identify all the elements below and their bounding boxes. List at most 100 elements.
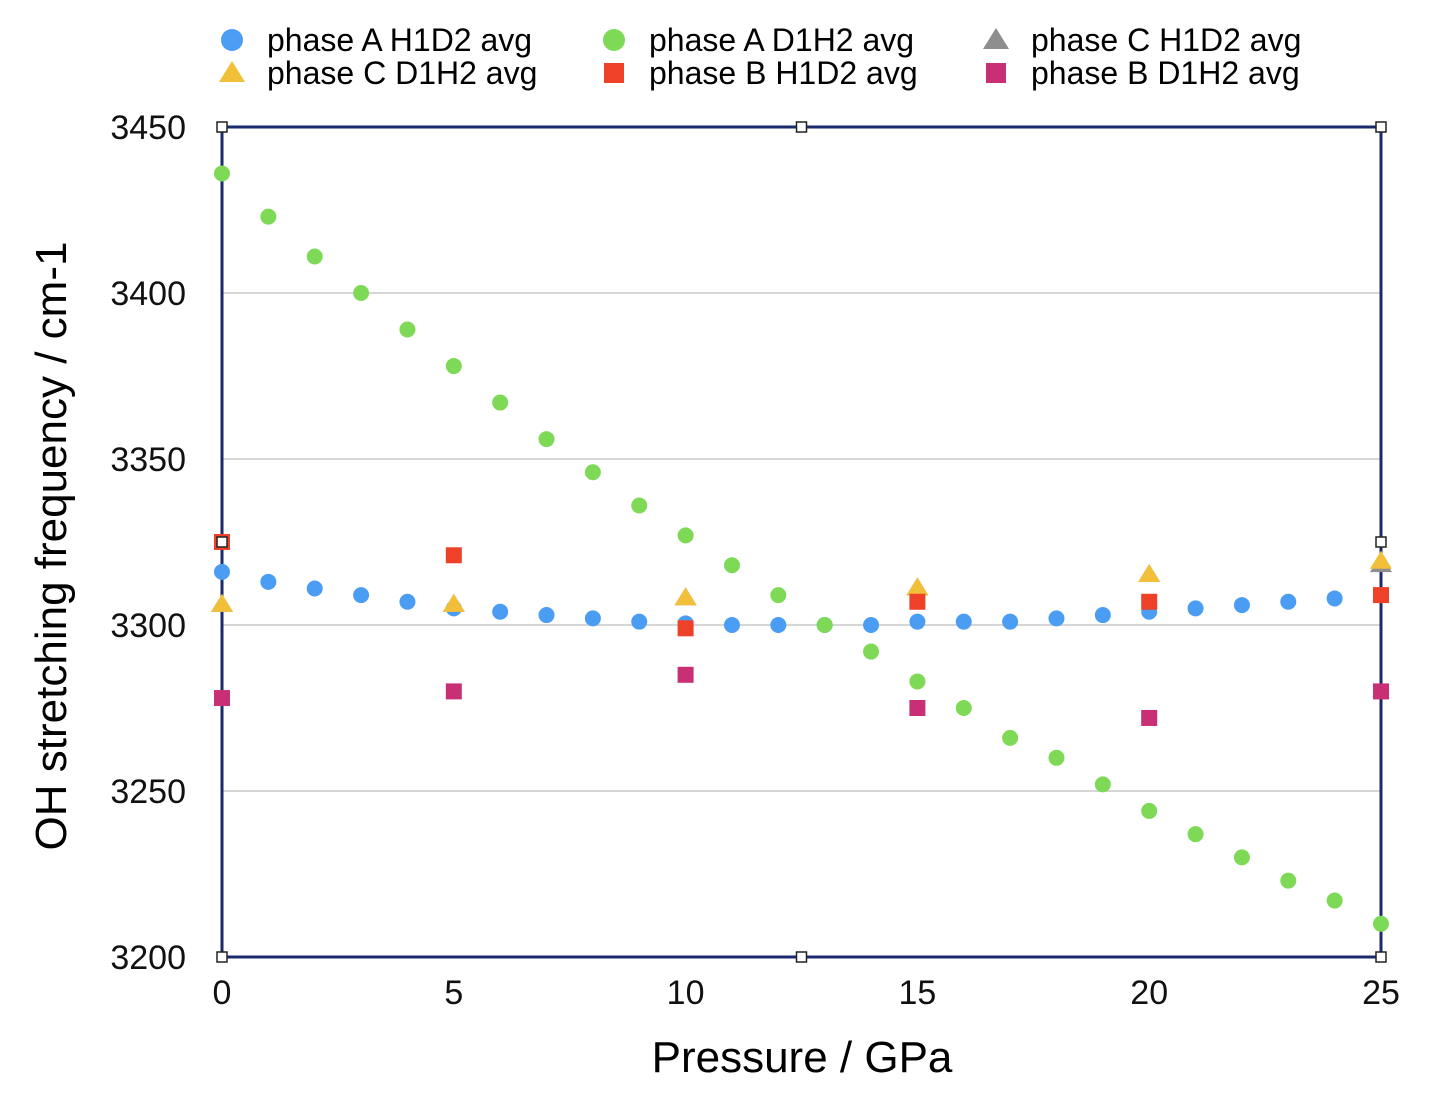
- series-4-point-2: [677, 620, 694, 637]
- series-1-point-4: [399, 321, 416, 338]
- legend-marker-3: [219, 61, 245, 82]
- series-1-point-18: [1048, 749, 1065, 766]
- series-1-point-22: [1233, 849, 1250, 866]
- series-1-point-1: [260, 208, 277, 225]
- legend: phase A H1D2 avg phase A D1H2 avg phase C …: [219, 22, 1301, 91]
- axes: [220, 125, 1383, 959]
- y-tick-label-0: 3200: [110, 939, 186, 977]
- series-0-point-1: [260, 573, 277, 590]
- series-3-point-4: [1138, 564, 1161, 583]
- series-1-point-16: [955, 700, 972, 716]
- series-4-point-1: [445, 547, 462, 564]
- series-0-point-9: [631, 613, 648, 630]
- series-1-point-24: [1326, 892, 1343, 909]
- y-tick-label-3: 3350: [110, 441, 186, 479]
- legend-label-1: phase A D1H2 avg: [649, 22, 914, 58]
- series-4-point-4: [1141, 593, 1158, 610]
- series-1-point-5: [445, 358, 462, 375]
- series-5-point-4: [1141, 709, 1158, 726]
- series-1-point-3: [353, 285, 370, 301]
- series-1-point-9: [631, 497, 648, 514]
- selection-handles: [216, 121, 1387, 963]
- series-0-point-19: [1094, 607, 1111, 624]
- series-0-point-2: [306, 580, 323, 597]
- selection-handle-0: [216, 121, 228, 133]
- x-tick-label-1: 5: [444, 974, 463, 1012]
- legend-item-1: phase A D1H2 avg: [603, 22, 914, 58]
- series-3-point-0: [211, 593, 233, 612]
- series-1-point-20: [1141, 802, 1158, 819]
- legend-marker-2: [983, 28, 1009, 49]
- x-tick-label-4: 20: [1130, 974, 1168, 1012]
- series-0-point-15: [909, 613, 926, 630]
- series-1-point-15: [909, 673, 926, 690]
- series-1-point-8: [584, 464, 601, 481]
- legend-label-5: phase B D1H2 avg: [1031, 55, 1300, 91]
- legend-marker-4: [604, 63, 624, 83]
- y-axis-title: OH stretching frequency / cm-1: [27, 242, 76, 851]
- y-tick-label-4: 3400: [110, 275, 186, 313]
- series-1-point-0: [214, 165, 230, 182]
- series-0-point-6: [492, 603, 509, 620]
- y-tick-label-1: 3250: [110, 773, 186, 811]
- plot-area-frame: [220, 125, 1383, 959]
- selection-handle-4: [1375, 536, 1387, 548]
- legend-item-5: phase B D1H2 avg: [986, 55, 1300, 91]
- series-0-point-8: [584, 610, 601, 627]
- selection-handle-7: [1375, 951, 1387, 963]
- legend-item-0: phase A H1D2 avg: [221, 22, 532, 58]
- series-0-point-4: [399, 593, 416, 610]
- y-tick-label-2: 3300: [110, 607, 186, 645]
- legend-item-2: phase C H1D2 avg: [983, 22, 1301, 58]
- x-tick-label-3: 15: [898, 974, 936, 1012]
- selection-handle-2: [1375, 121, 1387, 133]
- series-1-point-12: [770, 587, 787, 604]
- series-5-point-0: [214, 690, 230, 707]
- selection-handle-3: [216, 536, 228, 548]
- x-tick-label-0: 0: [213, 974, 232, 1012]
- series-5-point-5: [1373, 683, 1389, 700]
- x-tick-label-2: 10: [667, 974, 705, 1012]
- series-1-point-14: [863, 643, 880, 660]
- legend-marker-1: [603, 29, 625, 51]
- series-0-point-23: [1280, 593, 1297, 610]
- series-1-point-25: [1373, 915, 1389, 932]
- grid-lines: [222, 126, 1381, 958]
- series-0-point-24: [1326, 590, 1343, 607]
- series-1-point-11: [723, 557, 740, 574]
- legend-marker-5: [986, 63, 1006, 83]
- legend-item-3: phase C D1H2 avg: [219, 55, 537, 91]
- selection-handle-6: [795, 951, 808, 963]
- series-1-point-10: [677, 527, 694, 544]
- series-1-point-19: [1094, 776, 1111, 793]
- series-0-point-14: [863, 617, 880, 633]
- series-1-point-6: [492, 394, 509, 411]
- series-4-point-5: [1373, 587, 1389, 604]
- series-1-point-17: [1002, 729, 1019, 746]
- legend-item-4: phase B H1D2 avg: [604, 55, 918, 91]
- series-0-point-0: [214, 563, 230, 580]
- series-5-point-2: [677, 666, 694, 683]
- legend-label-4: phase B H1D2 avg: [649, 55, 918, 91]
- series-3-point-1: [442, 593, 465, 612]
- series-5-point-3: [909, 700, 926, 716]
- series-0-point-18: [1048, 610, 1065, 627]
- series-0-point-21: [1187, 600, 1204, 617]
- series-0-point-3: [353, 587, 370, 604]
- selection-handle-5: [216, 951, 228, 963]
- series-1-point-2: [306, 248, 323, 265]
- series-1-point-21: [1187, 826, 1204, 843]
- series-1-point-7: [538, 431, 555, 448]
- series-3-point-5: [1370, 550, 1392, 569]
- series-3-point-3: [906, 577, 929, 596]
- series-0-point-7: [538, 607, 555, 624]
- series-4-point-3: [909, 593, 926, 610]
- series-3-point-2: [674, 587, 697, 606]
- series-0-point-22: [1233, 597, 1250, 614]
- series-0-point-17: [1002, 613, 1019, 630]
- series-1-point-13: [816, 617, 833, 633]
- legend-label-2: phase C H1D2 avg: [1031, 22, 1301, 58]
- legend-label-3: phase C D1H2 avg: [267, 55, 537, 91]
